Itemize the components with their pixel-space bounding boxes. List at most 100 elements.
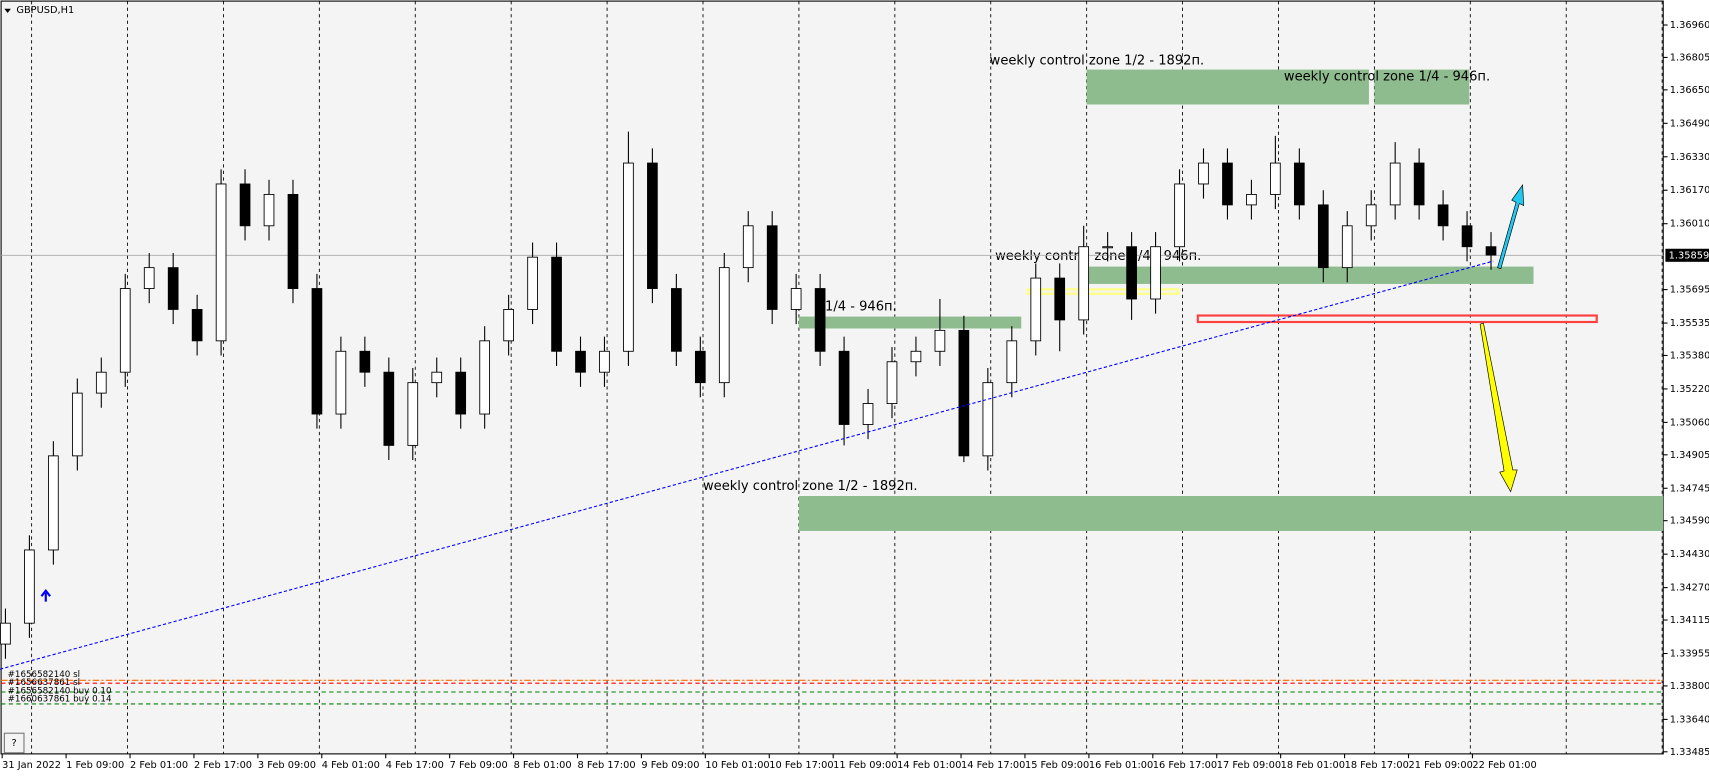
candle-body: [407, 382, 419, 446]
candle-body: [1413, 162, 1425, 206]
candle-body: [575, 350, 586, 373]
y-tick-label: 1.33800: [1670, 681, 1709, 692]
candle-body: [143, 267, 155, 289]
chart-title: GBPUSD,H1: [16, 5, 74, 16]
candle-body: [1461, 225, 1473, 248]
y-tick-label: 1.36650: [1670, 85, 1709, 96]
candle-body: [311, 288, 323, 415]
x-tick-label: 10 Feb 17:00: [769, 760, 833, 771]
candle-body: [1365, 204, 1377, 227]
zone-label: weekly control zone 1/4 - 946п.: [1284, 70, 1490, 85]
candle-body: [551, 256, 562, 352]
x-tick-label: 16 Feb 17:00: [1153, 760, 1217, 771]
x-tick-label: 8 Feb 17:00: [577, 760, 635, 771]
candle-body: [694, 350, 706, 384]
zone-label: 1/4 - 946п.: [825, 299, 897, 314]
candle-body: [95, 371, 107, 394]
x-tick-label: 11 Feb 09:00: [833, 760, 897, 771]
level-box: [1196, 314, 1598, 324]
x-tick-label: 15 Feb 09:00: [1025, 760, 1089, 771]
y-tick-label: 1.35220: [1670, 384, 1709, 395]
x-tick-label: 4 Feb 17:00: [386, 760, 444, 771]
candle-body: [1078, 246, 1090, 321]
zone: [1086, 266, 1534, 284]
candle-body: [958, 329, 970, 457]
candle-body: [1485, 246, 1497, 256]
buy-arrow: [40, 588, 51, 602]
order-label: #1656582140 buy 0.10: [8, 686, 112, 696]
y-tick-label: 1.34430: [1670, 549, 1709, 560]
candle-body: [766, 225, 778, 310]
current-price-label: 1.35859: [1669, 250, 1709, 261]
candle-body: [359, 350, 371, 373]
help-icon: ?: [12, 738, 17, 749]
candle-body: [1150, 246, 1161, 300]
order-label: #1656582140 sl: [8, 670, 80, 680]
x-tick-label: 1 Feb 09:00: [66, 760, 124, 771]
candle-body: [599, 350, 610, 373]
candle-body: [503, 309, 514, 342]
current-price-box: [1665, 248, 1709, 262]
y-tick-label: 1.33485: [1670, 747, 1709, 758]
candle-body: [239, 183, 251, 227]
y-tick-label: 1.36960: [1670, 20, 1709, 31]
candle-body: [431, 371, 443, 384]
x-tick-label: 10 Feb 01:00: [705, 760, 769, 771]
candle-body: [1222, 162, 1233, 206]
candle-body: [24, 549, 35, 624]
y-tick-label: 1.36490: [1670, 118, 1709, 129]
plot-area: [0, 0, 1664, 755]
y-tick-label: 1.34115: [1670, 615, 1709, 626]
candle-body: [814, 288, 826, 352]
y-tick-label: 1.34905: [1670, 450, 1709, 461]
candle-body: [287, 193, 299, 289]
zone-label: weekly control zone 1/4 - 946п.: [995, 249, 1201, 264]
x-tick-label: 14 Feb 17:00: [961, 760, 1025, 771]
candle-body: [1102, 246, 1113, 249]
candle-body: [838, 350, 850, 425]
candle-body: [718, 267, 730, 384]
candle-body: [215, 183, 227, 342]
y-tick-label: 1.34590: [1670, 516, 1709, 527]
candle-body: [790, 288, 802, 310]
zone: [798, 496, 1664, 531]
y-tick-label: 1.36330: [1670, 152, 1709, 163]
candle-body: [191, 309, 203, 342]
order-label: #1656637861 sl: [8, 678, 80, 688]
zone: [1086, 69, 1369, 105]
candle-body: [263, 193, 275, 227]
y-tick-label: 1.35060: [1670, 417, 1709, 428]
candle-body: [934, 329, 946, 352]
y-tick-label: 1.36170: [1670, 185, 1709, 196]
x-tick-label: 22 Feb 01:00: [1472, 760, 1536, 771]
y-tick-label: 1.36010: [1670, 219, 1709, 230]
y-tick-label: 1.33955: [1670, 649, 1709, 660]
candle-body: [647, 162, 658, 289]
y-tick-label: 1.33640: [1670, 714, 1709, 725]
candle-body: [1437, 204, 1449, 227]
candle-body: [71, 392, 83, 457]
y-tick-label: 1.35535: [1670, 318, 1709, 329]
x-tick-label: 7 Feb 09:00: [450, 760, 508, 771]
candle-body: [982, 382, 994, 457]
candle-body: [1341, 225, 1353, 269]
candle-body: [1317, 204, 1329, 269]
x-tick-label: 3 Feb 09:00: [258, 760, 316, 771]
candle-body: [1389, 162, 1401, 206]
help-button[interactable]: [3, 732, 25, 754]
x-tick-label: 21 Feb 09:00: [1409, 760, 1473, 771]
y-tick-label: 1.35380: [1670, 350, 1709, 361]
candle-body: [1174, 183, 1185, 248]
candle-body: [167, 267, 179, 310]
x-tick-label: 2 Feb 01:00: [130, 760, 188, 771]
y-tick-label: 1.34745: [1670, 483, 1709, 494]
candle-body: [119, 288, 131, 373]
candle-body: [671, 288, 682, 352]
x-tick-label: 18 Feb 17:00: [1345, 760, 1409, 771]
candle-body: [886, 361, 898, 405]
candle-body: [1054, 277, 1066, 321]
zone-label: weekly control zone 1/2 - 1892п.: [703, 479, 918, 494]
x-tick-label: 8 Feb 01:00: [514, 760, 572, 771]
